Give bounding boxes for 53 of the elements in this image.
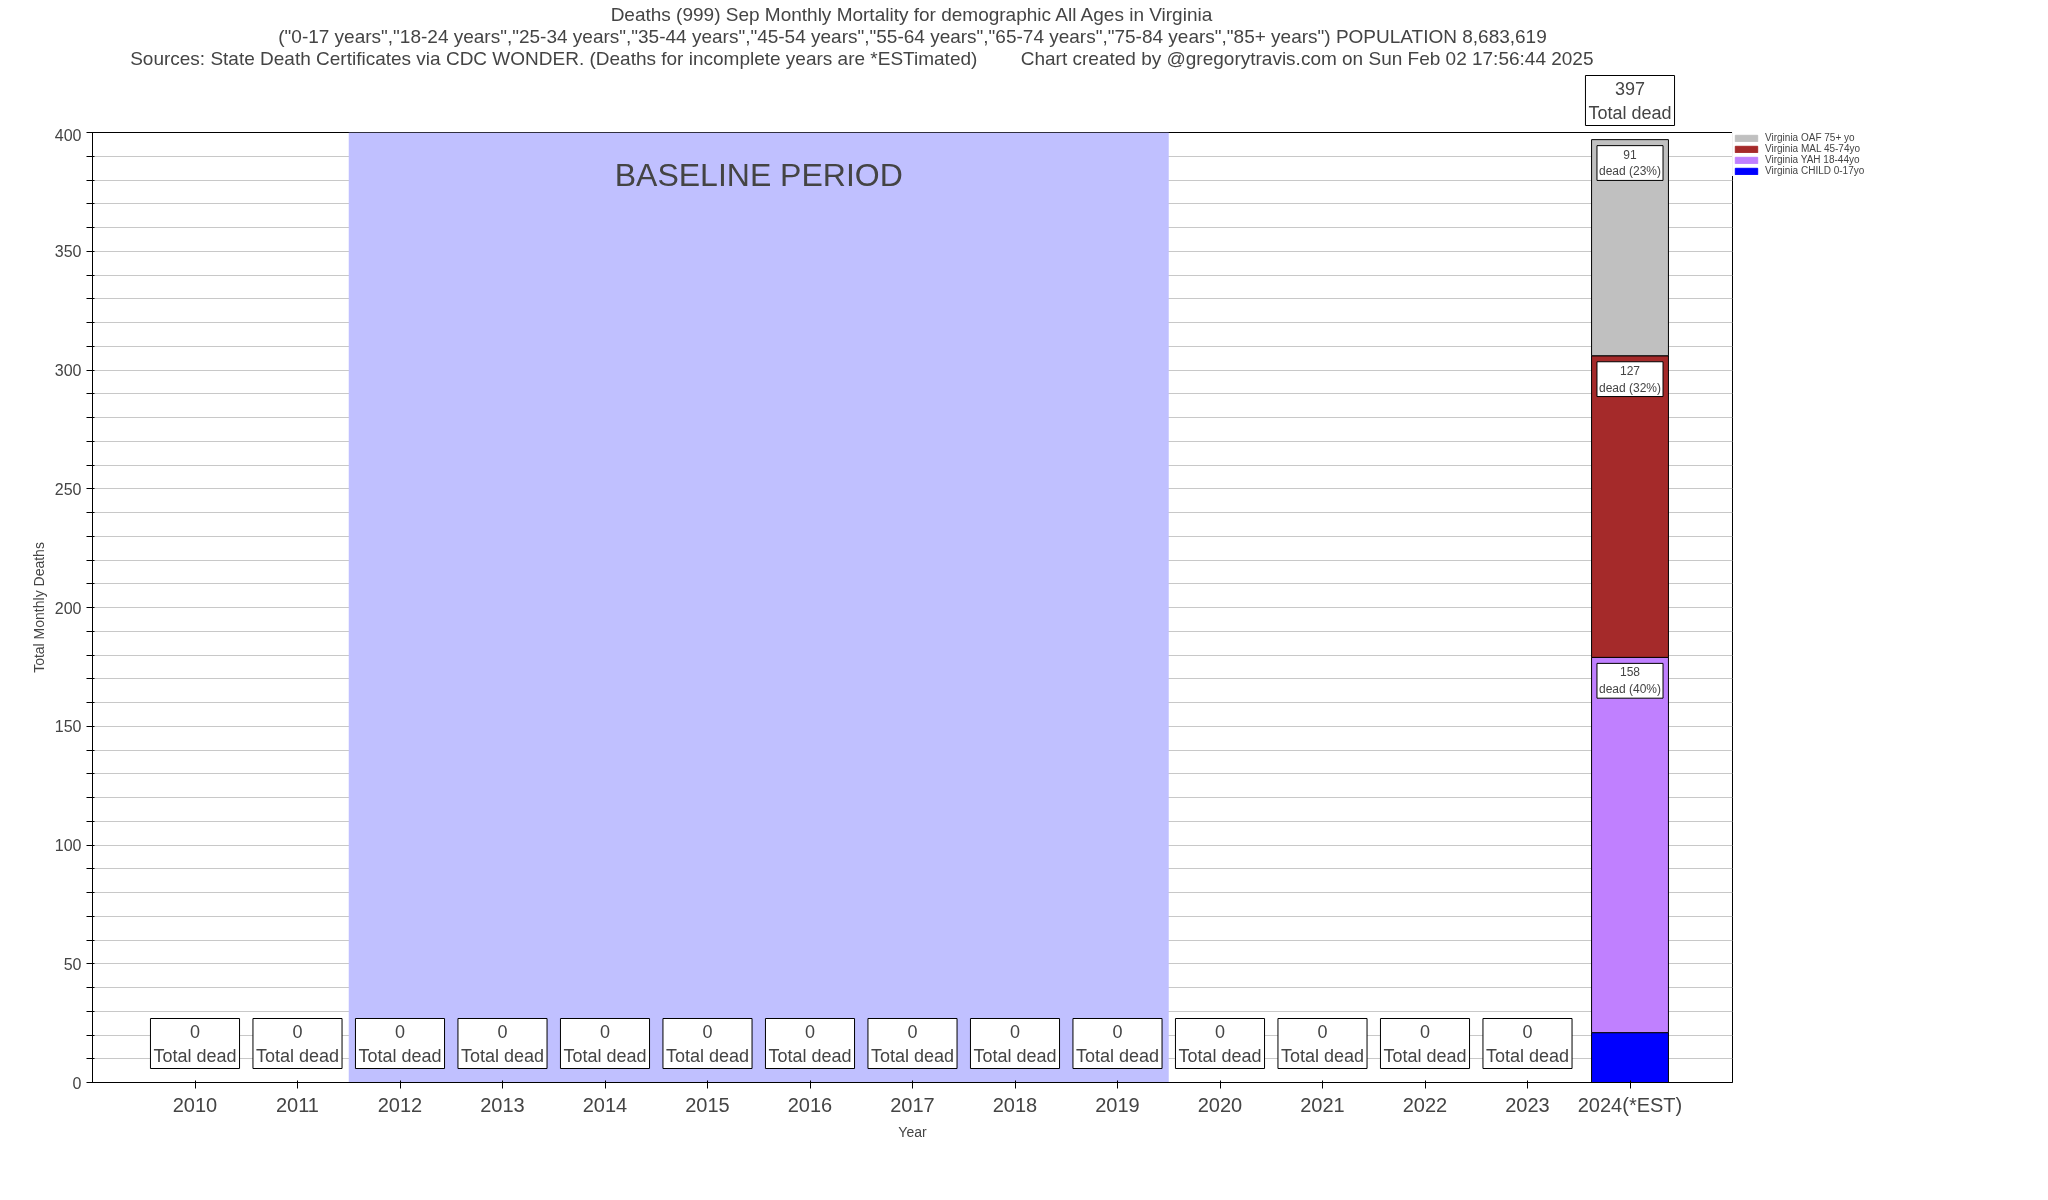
legend-label: Virginia MAL 45-74yo xyxy=(1765,143,1861,154)
total-label: 0 Total dead xyxy=(460,1021,545,1066)
x-tick-label: 2019 xyxy=(1095,1093,1140,1116)
y-tick-label: 200 xyxy=(54,599,82,617)
total-label: 0 Total dead xyxy=(870,1021,955,1066)
legend-label: Virginia CHILD 0-17yo xyxy=(1765,165,1865,176)
total-label: 0 Total dead xyxy=(255,1021,340,1066)
y-tick-label: 350 xyxy=(54,243,82,261)
total-label: 0 Total dead xyxy=(1178,1021,1262,1066)
y-tick-label: 150 xyxy=(54,718,82,736)
x-tick-label: 2023 xyxy=(1505,1093,1550,1116)
x-tick-label: 2014 xyxy=(582,1093,628,1116)
total-label: 0 Total dead xyxy=(1075,1021,1160,1066)
total-label: 0 Total dead xyxy=(973,1021,1057,1066)
total-label: 0 Total dead xyxy=(1383,1021,1467,1066)
x-tick-label: 2022 xyxy=(1402,1093,1448,1116)
x-tick-label: 2015 xyxy=(685,1093,730,1116)
y-tick-label: 0 xyxy=(72,1074,82,1092)
band-label: BASELINE PERIOD xyxy=(614,156,903,193)
x-tick-label: 2016 xyxy=(787,1093,833,1116)
y-tick-label: 250 xyxy=(54,480,82,498)
y-tick-label: 100 xyxy=(54,837,82,854)
x-tick-label: 2013 xyxy=(480,1093,525,1116)
total-label: 0 Total dead xyxy=(768,1021,852,1066)
total-label: 0 Total dead xyxy=(1280,1021,1365,1066)
x-axis-title: Year xyxy=(898,1123,927,1140)
total-label: 0 Total dead xyxy=(358,1021,442,1066)
text: Chart created by @gregorytravis.com on Sun Feb 02 17:56:44 2025 xyxy=(1020,47,1594,69)
legend-label: Virginia YAH 18-44yo xyxy=(1765,154,1860,165)
data-label: 127 dead (32%) xyxy=(1598,363,1662,395)
total-label: 0 Total dead xyxy=(1485,1021,1570,1066)
y-axis-title: Total Monthly Deaths xyxy=(30,542,47,673)
total-label: 397 Total dead xyxy=(1588,78,1672,123)
x-tick-label: 2011 xyxy=(276,1093,320,1116)
x-tick-label: 2021 xyxy=(1300,1093,1345,1116)
source-note: Sources: State Death Certificates via CDC WONDER. (Deaths for incomplete years are *ESTimated) xyxy=(130,47,978,69)
x-tick-label: 2018 xyxy=(992,1093,1038,1116)
total-label: 0 Total dead xyxy=(563,1021,647,1066)
x-tick-label: 2020 xyxy=(1197,1093,1243,1116)
legend-label: Virginia OAF 75+ yo xyxy=(1765,132,1855,143)
y-tick-label: 300 xyxy=(54,362,82,379)
total-label: 0 Total dead xyxy=(153,1021,237,1066)
y-tick-label: 50 xyxy=(63,955,82,973)
chart-subtitle: ("0-17 years","18-24 years","25-34 years","35-44 years","45-54 years","55-64 years","65-74 years","75-84 years","85+ years") POPULATION 8,683,619 xyxy=(278,25,1547,47)
data-label: 91 dead (23%) xyxy=(1598,147,1662,179)
total-label: 0 Total dead xyxy=(665,1021,750,1066)
x-tick-label: 2024(*EST) xyxy=(1577,1093,1683,1116)
y-tick-label: 400 xyxy=(54,126,82,144)
x-tick-label: 2017 xyxy=(890,1093,935,1116)
x-tick-label: 2010 xyxy=(172,1093,218,1116)
chart-title: Deaths (999) Sep Monthly Mortality for demographic All Ages in Virginia xyxy=(610,3,1213,25)
x-tick-label: 2012 xyxy=(377,1093,423,1116)
data-label: 158 dead (40%) xyxy=(1598,665,1662,697)
